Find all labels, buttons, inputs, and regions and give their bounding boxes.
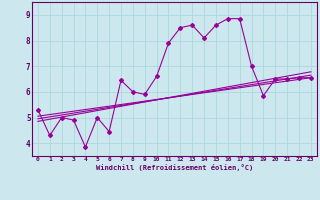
X-axis label: Windchill (Refroidissement éolien,°C): Windchill (Refroidissement éolien,°C) [96,164,253,171]
